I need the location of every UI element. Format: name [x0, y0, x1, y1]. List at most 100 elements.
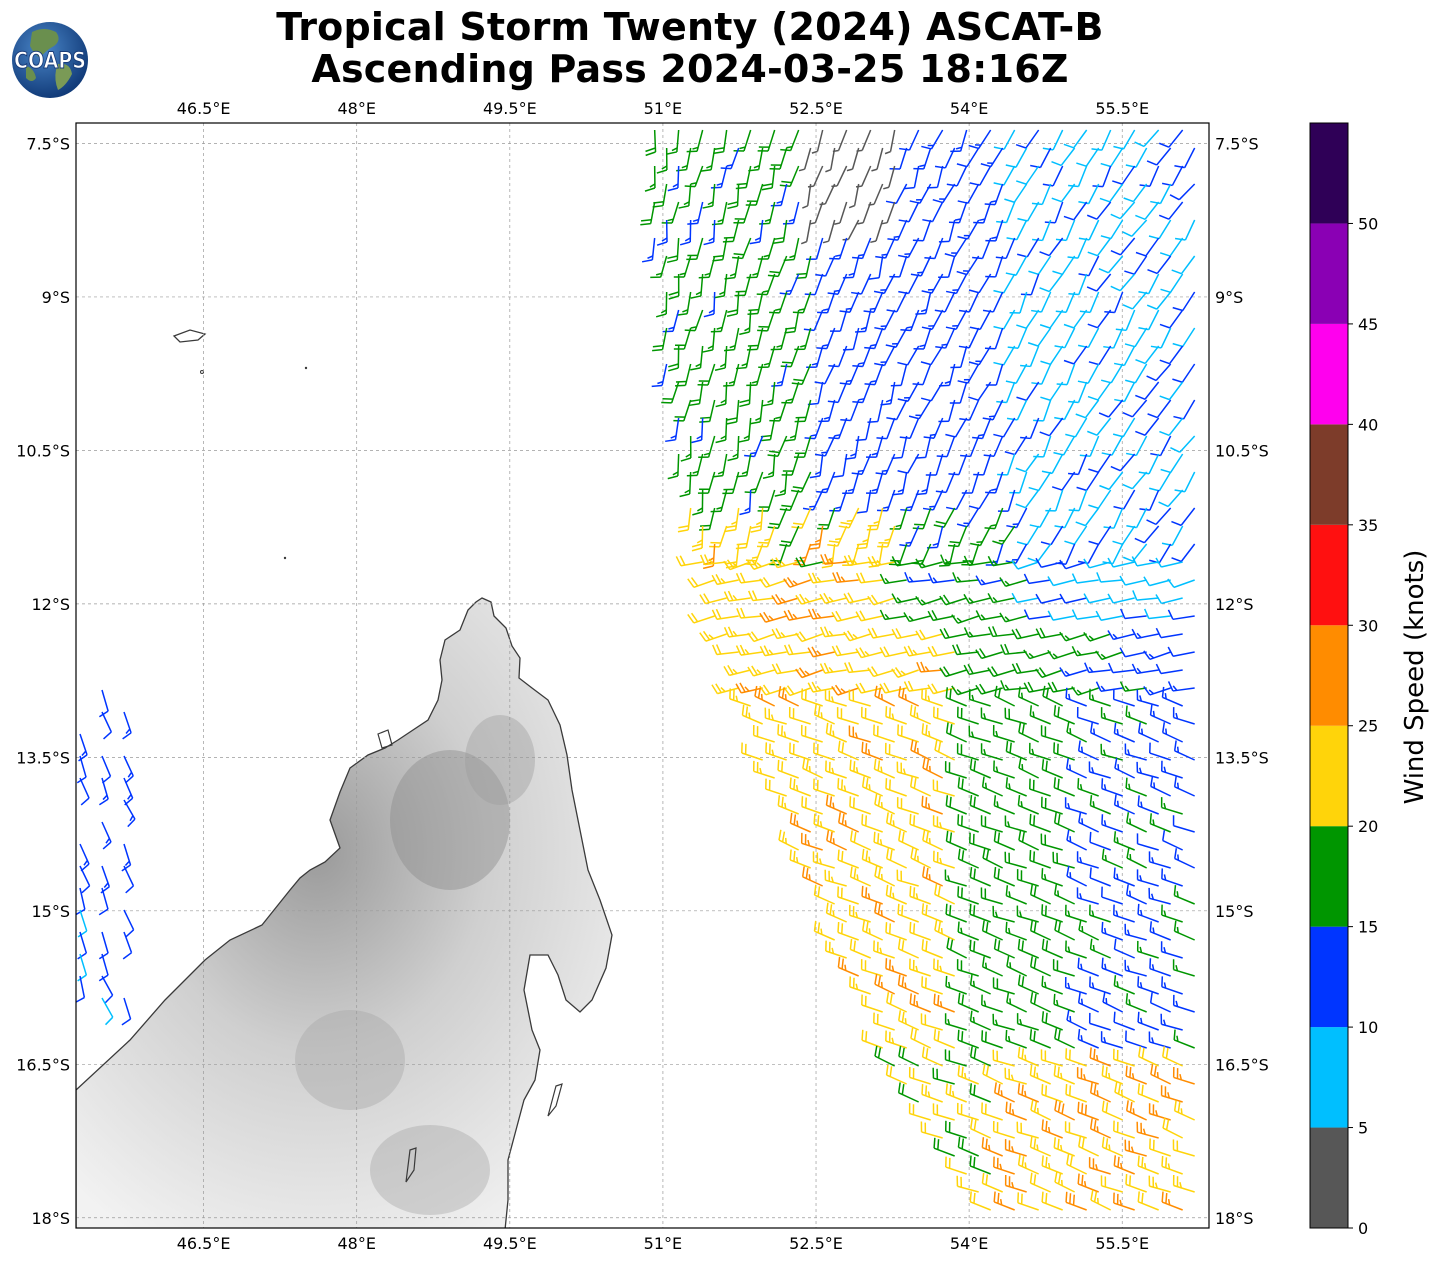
wind-barb	[987, 666, 1015, 678]
wind-barb	[747, 559, 775, 570]
wind-barb	[710, 489, 728, 513]
wind-barb	[1113, 904, 1135, 923]
wind-barb	[863, 291, 884, 313]
wind-barb	[945, 830, 967, 851]
wind-barb	[825, 760, 847, 779]
wind-barb	[1016, 165, 1040, 185]
wind-barb	[981, 1137, 1003, 1157]
wind-barb	[1075, 507, 1100, 527]
wind-barb	[923, 417, 944, 439]
wind-barb	[761, 165, 776, 191]
wind-barb	[1137, 722, 1159, 743]
lat-tick-label-left: 12°S	[31, 595, 70, 614]
wind-barb	[1171, 507, 1196, 527]
wind-barb	[1077, 1101, 1099, 1121]
wind-barb	[934, 884, 955, 905]
wind-barb	[837, 886, 859, 905]
wind-barb	[885, 922, 907, 941]
wind-barb	[762, 453, 776, 479]
wind-barb	[699, 399, 716, 423]
wind-barb	[1131, 628, 1159, 640]
wind-barb	[825, 902, 847, 923]
wind-barb	[861, 848, 883, 869]
wind-barb	[861, 994, 883, 1013]
wind-barb	[932, 815, 955, 833]
colorbar-bin	[1310, 524, 1348, 626]
wind-barb	[1066, 829, 1088, 851]
wind-barb	[1063, 201, 1088, 221]
wind-barb	[645, 129, 657, 157]
wind-barb	[1134, 129, 1160, 148]
wind-barb	[1124, 923, 1147, 941]
wind-barb	[939, 594, 967, 606]
wind-barb	[1039, 309, 1064, 329]
wind-barb	[934, 291, 956, 313]
wind-barb	[981, 956, 1003, 977]
wind-barb	[767, 255, 788, 278]
wind-barb	[121, 997, 132, 1026]
wind-barb	[951, 685, 979, 696]
wind-barb	[1041, 904, 1063, 923]
wind-barb	[783, 685, 811, 697]
wind-barb	[839, 363, 860, 386]
wind-barb	[754, 685, 775, 707]
wind-barb	[842, 471, 860, 495]
wind-barb	[1029, 705, 1051, 725]
wind-barb	[1110, 201, 1136, 220]
wind-barb	[910, 847, 932, 869]
lon-tick-label-bottom: 49.5°E	[483, 1234, 537, 1253]
wind-barb	[855, 647, 883, 659]
wind-barb	[866, 471, 884, 494]
colorbar-bin	[1310, 123, 1348, 224]
wind-barb	[1041, 1119, 1063, 1139]
wind-barb	[1033, 435, 1052, 458]
wind-barb	[945, 795, 967, 815]
wind-barb	[1023, 649, 1051, 660]
wind-barb	[764, 707, 787, 725]
wind-barb	[1041, 975, 1063, 995]
wind-barb	[984, 327, 1004, 350]
wind-barb	[735, 644, 763, 656]
wind-barb	[1059, 667, 1087, 677]
wind-barb	[1064, 904, 1087, 923]
wind-barb	[806, 345, 824, 369]
wind-barb	[892, 471, 908, 496]
wind-barb	[1122, 291, 1148, 310]
wind-barb	[1029, 850, 1051, 869]
wind-barb	[1006, 955, 1027, 977]
wind-barb	[1089, 938, 1111, 959]
wind-barb	[1149, 471, 1172, 492]
wind-barb	[773, 219, 788, 245]
wind-barb	[1089, 1082, 1111, 1103]
wind-barb	[711, 683, 739, 695]
wind-barb	[1029, 884, 1051, 905]
wind-barb	[651, 363, 668, 388]
wind-barb	[860, 959, 883, 977]
wind-barb	[778, 829, 800, 851]
wind-barb	[993, 795, 1015, 815]
wind-barb	[662, 309, 680, 333]
wind-barb	[921, 1083, 943, 1103]
wind-barb	[1149, 921, 1171, 941]
wind-barb	[1009, 291, 1028, 314]
wind-barb	[985, 255, 1004, 278]
wind-barb	[722, 471, 740, 495]
wind-barb	[1100, 147, 1124, 168]
wind-barb	[778, 686, 799, 707]
wind-barb	[1088, 761, 1111, 779]
wind-barb	[938, 255, 956, 278]
wind-barb	[734, 273, 752, 297]
wind-barb	[867, 666, 895, 678]
wind-barb	[997, 489, 1016, 512]
wind-barb	[668, 345, 680, 372]
wind-barb	[920, 1013, 943, 1031]
wind-barb	[981, 776, 1003, 797]
wind-barb	[98, 931, 109, 960]
wind-barb	[661, 381, 680, 404]
wind-barb	[1030, 1099, 1052, 1121]
wind-barb	[1137, 1155, 1159, 1175]
wind-barb	[1059, 559, 1087, 570]
wind-barb	[1138, 273, 1160, 295]
wind-barb	[1029, 1136, 1051, 1157]
wind-barb	[1000, 680, 1027, 691]
